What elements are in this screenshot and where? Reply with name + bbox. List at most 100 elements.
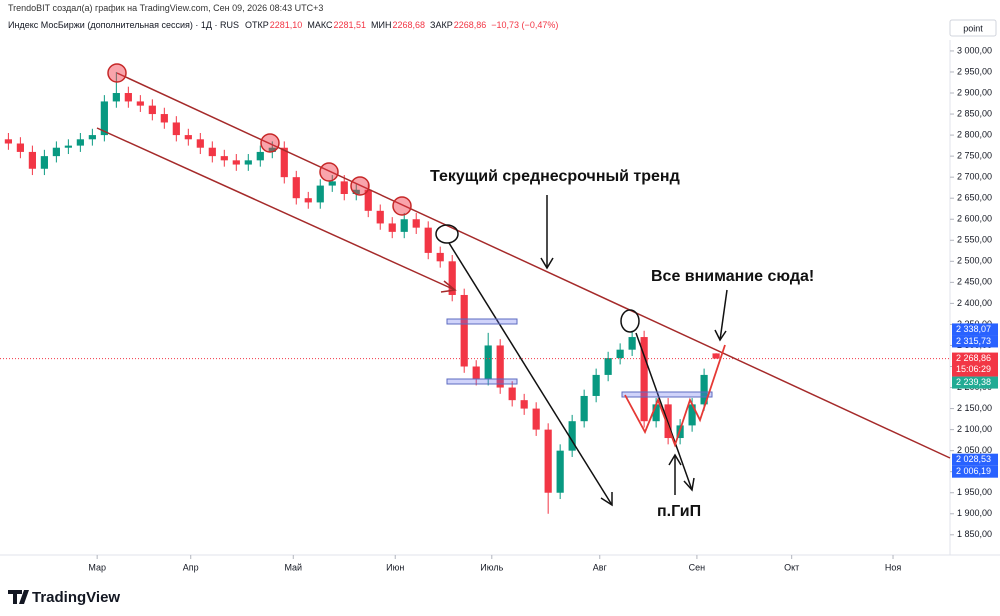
arrow (635, 332, 693, 491)
candle-body (196, 139, 204, 148)
candle-body (268, 147, 276, 152)
y-tick-label: 2 600,00 (957, 214, 992, 224)
arrow (719, 289, 728, 341)
y-tick-label: 2 950,00 (957, 66, 992, 76)
candle-body (160, 114, 168, 123)
x-tick-label: Май (284, 562, 302, 572)
arrowhead (440, 280, 457, 293)
arrowhead (600, 492, 613, 507)
touch-circle (350, 176, 370, 196)
candle-body (124, 93, 132, 102)
candle-body (496, 345, 504, 388)
pattern-line (624, 344, 726, 448)
countdown: 15:06:29 (956, 364, 991, 374)
candle-body (544, 429, 552, 493)
touch-circle (319, 162, 339, 182)
ohlc-change: −10,73 (−0,47%) (491, 20, 558, 30)
price-tag-label: 2 268,86 (956, 353, 991, 363)
price-tag (952, 376, 998, 389)
candle-body (640, 337, 648, 422)
candle-body (592, 374, 600, 396)
arrow (448, 242, 613, 506)
credit: TrendoBIT создал(а) график на TradingVie… (8, 3, 323, 13)
candle-body (256, 151, 264, 161)
price-tag-label: 2 338,07 (956, 324, 991, 334)
candle-body (700, 374, 708, 405)
candle-body (580, 395, 588, 422)
price-tag (952, 453, 998, 466)
ohlc-legend: ОТКР 2281,10 МАКС 2281,51 МИН 2268,68 ЗАКР 2268… (245, 20, 558, 30)
price-tag (952, 323, 998, 336)
candle-body (376, 210, 384, 224)
arrowhead (714, 329, 727, 342)
candle-body (412, 219, 420, 228)
arrowhead (683, 477, 695, 492)
candle-body (64, 145, 72, 148)
y-tick-label: 2 850,00 (957, 108, 992, 118)
trend-line (116, 72, 951, 459)
level-box (621, 391, 713, 398)
candle-body (16, 143, 24, 152)
candle-body (52, 147, 60, 157)
candle-body (148, 105, 156, 115)
candle-body (208, 147, 216, 157)
candle-body (136, 101, 144, 106)
ohlc-value: 2281,51 (333, 20, 366, 30)
candle-body (364, 189, 372, 211)
scale-button-label[interactable]: point (963, 23, 983, 33)
candle-body (520, 400, 528, 409)
x-tick-label: Окт (784, 562, 799, 572)
ohlc-label: МИН (371, 20, 391, 30)
y-tick-label: 2 800,00 (957, 129, 992, 139)
touch-circle (260, 133, 280, 153)
candle-body (616, 349, 624, 359)
touch-circle (107, 63, 127, 83)
candle-body (280, 147, 288, 178)
x-tick-label: Апр (183, 562, 199, 572)
annotation: Все внимание сюда! (651, 268, 814, 285)
annotation: Текущий среднесрочный тренд (430, 168, 680, 185)
candle-body (304, 198, 312, 203)
candle-body (100, 101, 108, 136)
drawings (96, 63, 951, 507)
price-tag (952, 465, 998, 478)
price-tag (952, 335, 998, 348)
arrowhead (668, 453, 682, 466)
y-tick-label: 1 900,00 (957, 508, 992, 518)
candle-body (532, 408, 540, 430)
x-tick-label: Июн (386, 562, 404, 572)
candle-body (292, 177, 300, 199)
candle-body (88, 135, 96, 140)
candle-body (556, 450, 564, 493)
ellipse (435, 224, 459, 244)
candle-body (604, 358, 612, 375)
ohlc-value: 2268,68 (393, 20, 426, 30)
candle-body (244, 160, 252, 165)
x-tick-label: Сен (689, 562, 706, 572)
candle-body (184, 135, 192, 140)
candle-body (328, 181, 336, 186)
scale-button[interactable] (949, 19, 997, 37)
y-tick-label: 1 950,00 (957, 487, 992, 497)
candle-body (448, 261, 456, 295)
price-tag-label: 2 028,53 (956, 454, 991, 464)
x-tick-label: Ноя (885, 562, 902, 572)
candle-body (76, 139, 84, 146)
candle-body (400, 219, 408, 232)
level-box (446, 378, 518, 385)
candle-body (352, 189, 360, 194)
y-tick-label: 2 400,00 (957, 298, 992, 308)
candle-body (508, 387, 516, 401)
candle-body (28, 151, 36, 169)
candle-body (424, 227, 432, 253)
candle-body (40, 156, 48, 169)
channel-line (96, 127, 456, 291)
symbol: Индекс МосБиржи (дополнительная сессия) … (8, 20, 239, 30)
y-tick-label: 2 700,00 (957, 172, 992, 182)
y-tick-label: 2 100,00 (957, 424, 992, 434)
candle-body (340, 181, 348, 194)
ohlc-label: ОТКР (245, 20, 269, 30)
ohlc-label: МАКС (307, 20, 333, 30)
candle-body (628, 337, 636, 350)
x-tick-label: Июль (480, 562, 503, 572)
